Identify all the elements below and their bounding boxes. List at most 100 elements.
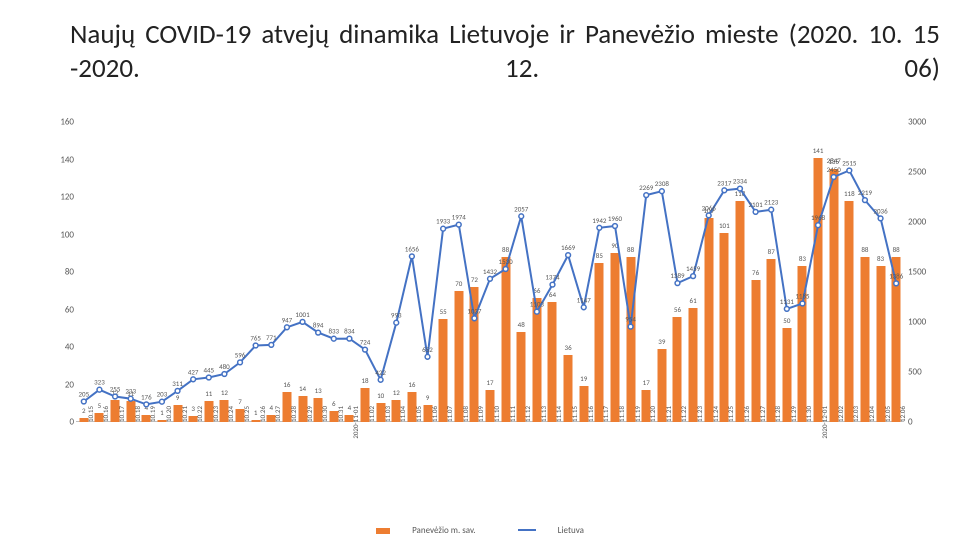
line-svg: 2053232552331762033114274454805967657719… bbox=[76, 122, 904, 422]
x-tick-label: 11.30 bbox=[804, 406, 813, 422]
x-tick-label: 10.25 bbox=[242, 406, 251, 422]
x-tick-label: 10.15 bbox=[86, 406, 95, 422]
line-value-label: 1960 bbox=[608, 214, 623, 223]
line-marker bbox=[409, 254, 414, 259]
chart-area: 0204060801001201401600500100015002000250… bbox=[50, 122, 928, 452]
line-marker bbox=[472, 316, 477, 321]
line-value-label: 1942 bbox=[592, 216, 607, 225]
x-tick-label: 10.24 bbox=[226, 406, 235, 422]
line-value-label: 1386 bbox=[889, 271, 904, 280]
line-value-label: 1103 bbox=[530, 300, 545, 309]
line-marker bbox=[394, 320, 399, 325]
line-value-label: 1374 bbox=[545, 273, 560, 282]
line-marker bbox=[503, 267, 508, 272]
x-tick-label: 11.29 bbox=[789, 406, 798, 422]
line-value-label: 2036 bbox=[873, 206, 888, 215]
line-value-label: 2123 bbox=[764, 198, 779, 207]
line-marker bbox=[175, 389, 180, 394]
line-marker bbox=[441, 226, 446, 231]
line-marker bbox=[863, 198, 868, 203]
line-marker bbox=[831, 175, 836, 180]
line-marker bbox=[753, 210, 758, 215]
y-left-tick: 100 bbox=[50, 229, 74, 240]
line-value-label: 323 bbox=[94, 378, 105, 387]
line-value-label: 2515 bbox=[842, 159, 857, 168]
line-value-label: 954 bbox=[625, 315, 636, 324]
line-value-label: 1933 bbox=[436, 217, 451, 226]
x-tick-label: 12.05 bbox=[883, 406, 892, 422]
y-left-tick: 80 bbox=[50, 267, 74, 278]
legend: Panevėžio m. sav. Lietuva bbox=[0, 525, 960, 536]
x-tick-label: 10.16 bbox=[101, 406, 110, 422]
line-marker bbox=[285, 325, 290, 330]
x-tick-label: 11.13 bbox=[539, 406, 548, 422]
y-right-tick: 2000 bbox=[908, 217, 938, 228]
x-tick-label: 11.16 bbox=[586, 406, 595, 422]
line-value-label: 205 bbox=[78, 390, 89, 399]
x-tick-label: 10.21 bbox=[180, 406, 189, 422]
legend-swatch-bars bbox=[376, 528, 390, 534]
x-tick-label: 11.11 bbox=[508, 406, 517, 422]
line-value-label: 596 bbox=[235, 350, 246, 359]
x-tick-label: 11.10 bbox=[492, 406, 501, 422]
x-tick-label: 10.29 bbox=[305, 406, 314, 422]
x-tick-label: 11.08 bbox=[461, 406, 470, 422]
y-left-tick: 120 bbox=[50, 192, 74, 203]
line-value-label: 2101 bbox=[748, 200, 763, 209]
line-marker bbox=[628, 324, 633, 329]
line-marker bbox=[81, 399, 86, 404]
x-tick-label: 11.19 bbox=[633, 406, 642, 422]
x-tick-label: 11.06 bbox=[430, 406, 439, 422]
x-tick-label: 11.22 bbox=[679, 406, 688, 422]
line-marker bbox=[597, 225, 602, 230]
line-value-label: 833 bbox=[328, 327, 339, 336]
y-left-tick: 160 bbox=[50, 117, 74, 128]
x-tick-label: 10.20 bbox=[164, 406, 173, 422]
line-value-label: 765 bbox=[250, 334, 261, 343]
x-tick-label: 11.03 bbox=[383, 406, 392, 422]
x-tick-label: 10.17 bbox=[117, 406, 126, 422]
line-value-label: 1037 bbox=[467, 306, 482, 315]
x-tick-label: 10.23 bbox=[211, 406, 220, 422]
line-value-label: 427 bbox=[188, 367, 199, 376]
x-tick-label: 11.26 bbox=[742, 406, 751, 422]
line-value-label: 947 bbox=[282, 315, 293, 324]
line-marker bbox=[769, 207, 774, 212]
line-value-label: 1656 bbox=[405, 244, 420, 253]
line-marker bbox=[378, 377, 383, 382]
line-value-label: 1968 bbox=[811, 213, 826, 222]
y-right-tick: 1000 bbox=[908, 317, 938, 328]
line-marker bbox=[300, 320, 305, 325]
x-tick-label: 12.04 bbox=[867, 406, 876, 422]
line-marker bbox=[534, 309, 539, 314]
x-tick-label: 10.18 bbox=[133, 406, 142, 422]
x-tick-label: 12.02 bbox=[836, 406, 845, 422]
line-value-label: 480 bbox=[219, 362, 230, 371]
legend-swatch-line bbox=[518, 529, 536, 531]
line-value-label: 2334 bbox=[733, 177, 748, 186]
line-value-label: 2066 bbox=[702, 203, 717, 212]
line-value-label: 834 bbox=[344, 327, 355, 336]
line-marker bbox=[566, 253, 571, 258]
line-value-label: 2308 bbox=[655, 179, 670, 188]
x-tick-label: 11.20 bbox=[648, 406, 657, 422]
line-value-label: 1131 bbox=[780, 297, 795, 306]
line-marker bbox=[581, 305, 586, 310]
line-value-label: 771 bbox=[266, 333, 277, 342]
line-marker bbox=[894, 281, 899, 286]
line-value-label: 203 bbox=[157, 390, 168, 399]
x-tick-label: 10.19 bbox=[148, 406, 157, 422]
x-tick-label: 11.12 bbox=[523, 406, 532, 422]
line-marker bbox=[222, 372, 227, 377]
line-marker bbox=[878, 216, 883, 221]
line-marker bbox=[456, 222, 461, 227]
line-marker bbox=[238, 360, 243, 365]
x-tick-label: 11.09 bbox=[476, 406, 485, 422]
line-value-label: 1974 bbox=[452, 213, 467, 222]
x-tick-label: 11.14 bbox=[554, 406, 563, 422]
line-value-label: 1389 bbox=[670, 271, 685, 280]
chart-title: Naujų COVID-19 atvejų dinamika Lietuvoje… bbox=[70, 18, 940, 86]
x-tick-label: 10.26 bbox=[258, 406, 267, 422]
line-marker bbox=[550, 282, 555, 287]
line-marker bbox=[659, 189, 664, 194]
